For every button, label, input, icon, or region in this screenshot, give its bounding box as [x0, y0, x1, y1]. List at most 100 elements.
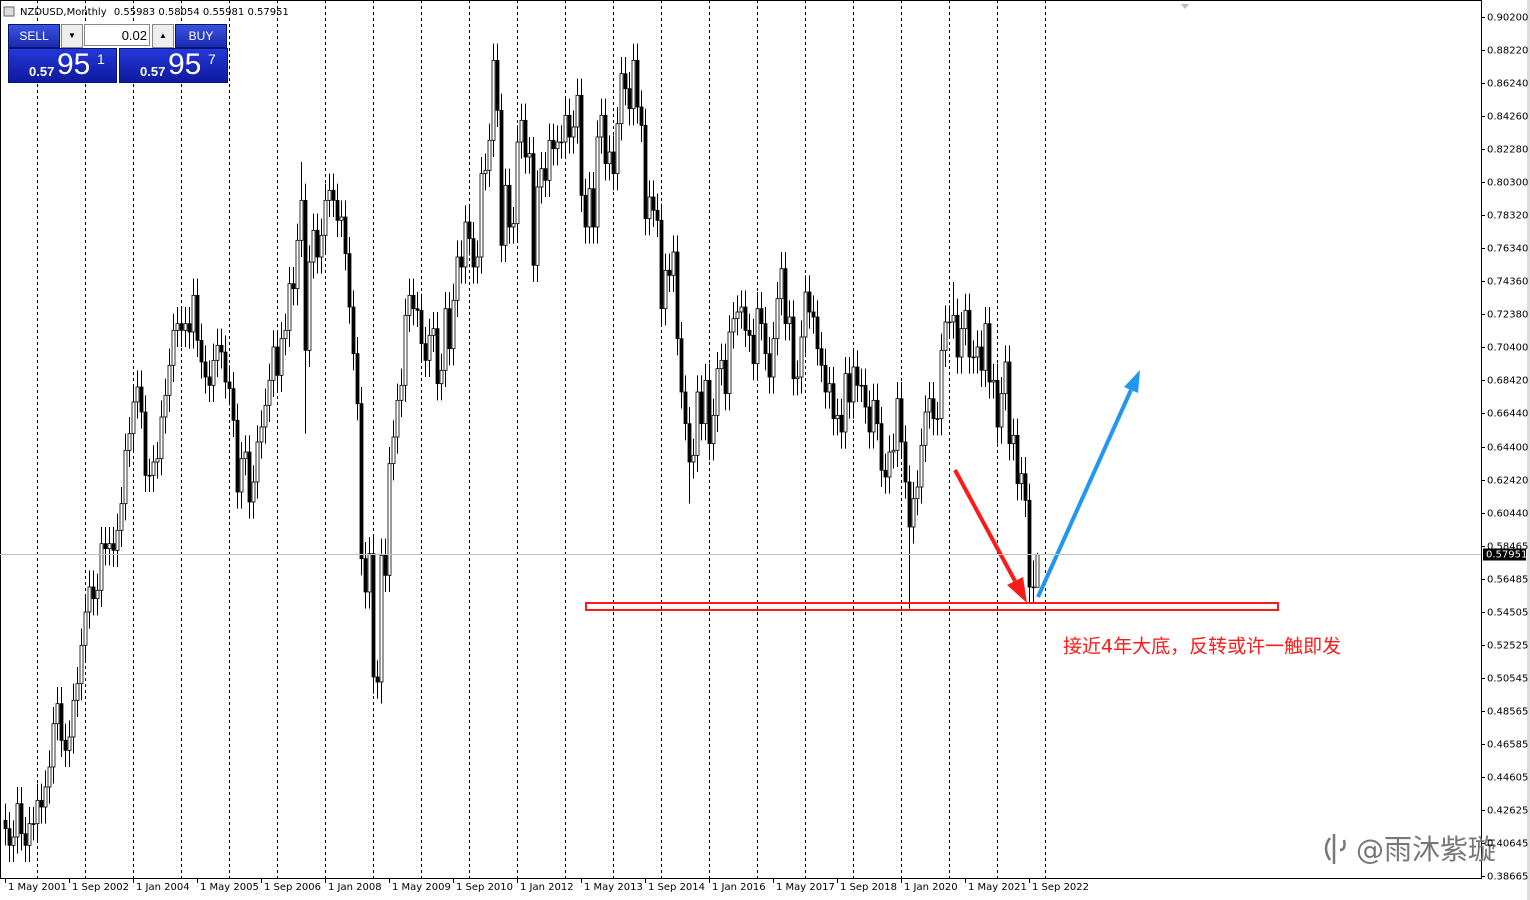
y-tick-label: 0.72380 — [1487, 310, 1528, 321]
candle-body — [919, 444, 924, 488]
candle-body — [559, 141, 564, 144]
candle-body — [427, 334, 432, 361]
candle-body — [175, 323, 180, 331]
candle-body — [143, 411, 148, 476]
candle-body — [347, 253, 352, 308]
y-tick-label: 0.84260 — [1487, 112, 1528, 123]
candle-body — [11, 836, 16, 846]
candle-body — [1031, 586, 1036, 589]
candle-body — [155, 458, 160, 463]
candle-body — [491, 59, 496, 141]
candle-body — [243, 451, 248, 460]
candle-body — [623, 73, 628, 90]
candle-body — [887, 451, 892, 478]
candle-body — [339, 216, 344, 221]
y-tick-label: 0.56485 — [1487, 575, 1528, 586]
candle-body — [91, 586, 96, 600]
candle-body — [67, 736, 72, 751]
candle-body — [943, 321, 948, 351]
lot-down[interactable]: ▼ — [61, 24, 83, 48]
down-arrow-head — [1007, 577, 1027, 603]
candle-body — [1007, 361, 1012, 445]
y-tick-label: 0.38665 — [1487, 872, 1528, 883]
candle-body — [223, 351, 228, 383]
candle-body — [131, 401, 136, 435]
candle-body — [867, 406, 872, 433]
y-tick-label: 0.78320 — [1487, 211, 1528, 222]
candle-body — [903, 441, 908, 483]
candle-body — [743, 306, 748, 331]
candle-body — [403, 314, 408, 386]
candle-body — [1035, 554, 1040, 588]
candle-body — [211, 359, 216, 386]
candle-body — [483, 169, 488, 175]
candle-body — [631, 59, 636, 110]
candle-body — [539, 168, 544, 188]
candle-body — [995, 379, 1000, 428]
candle-body — [667, 269, 672, 276]
candle-body — [435, 328, 440, 385]
buy-button[interactable]: BUY — [175, 24, 227, 48]
candle-body — [151, 461, 156, 476]
watermark: @雨沐紫璇 — [1356, 833, 1496, 866]
x-tick-label: 1 May 2017 — [776, 882, 835, 893]
candle-body — [767, 353, 772, 378]
candle-body — [387, 463, 392, 576]
ask-box[interactable]: 0.57 95 7 — [119, 48, 228, 83]
candle-body — [543, 168, 548, 181]
lot-input[interactable]: 0.02 — [84, 24, 150, 46]
candle-body — [1019, 473, 1024, 485]
candle-body — [127, 433, 132, 451]
high-value: 0.58054 — [158, 7, 199, 18]
y-tick-label: 0.42625 — [1487, 806, 1528, 817]
candle-body — [263, 404, 268, 428]
candle-body — [563, 114, 568, 143]
candle-body — [495, 59, 500, 111]
candle-body — [323, 199, 328, 236]
candle-body — [471, 238, 476, 268]
low-value: 0.55981 — [203, 7, 244, 18]
candle-body — [355, 353, 360, 405]
candle-body — [923, 411, 928, 446]
candle-body — [499, 109, 504, 246]
candle-body — [795, 376, 800, 380]
x-tick-label: 1 Jan 2004 — [136, 882, 190, 893]
candle-body — [975, 346, 980, 358]
sell-button[interactable]: SELL — [8, 24, 60, 48]
candle-body — [583, 194, 588, 228]
bid-box[interactable]: 0.57 95 1 — [8, 48, 117, 83]
candle-body — [259, 426, 264, 443]
x-tick-label: 1 Sep 2006 — [264, 882, 321, 893]
candle-body — [111, 543, 116, 551]
y-tick-label: 0.74360 — [1487, 277, 1528, 288]
candle-body — [379, 554, 384, 683]
x-tick-label: 1 Sep 2014 — [648, 882, 705, 893]
candle-body — [331, 189, 336, 201]
candle-body — [991, 379, 996, 383]
candle-body — [423, 343, 428, 361]
candle-body — [487, 139, 492, 171]
candle-body — [359, 403, 364, 560]
candle-body — [627, 88, 632, 110]
open-value: 0.55983 — [114, 7, 155, 18]
x-tick-label: 1 Jan 2016 — [712, 882, 766, 893]
candle-body — [79, 644, 84, 685]
candle-body — [987, 323, 992, 383]
candle-body — [687, 423, 692, 463]
candle-body — [319, 234, 324, 258]
candle-body — [235, 419, 240, 493]
candle-body — [935, 418, 940, 420]
candle-body — [391, 436, 396, 465]
candle-body — [475, 256, 480, 268]
candle-body — [275, 346, 280, 376]
scroll-edge — [1527, 0, 1530, 900]
candle-body — [531, 153, 536, 266]
candle-body — [615, 123, 620, 175]
y-tick-label: 0.44605 — [1487, 773, 1528, 784]
candle-body — [351, 306, 356, 355]
candle-body — [831, 383, 836, 420]
symbol-icon — [3, 6, 15, 17]
candle-body — [815, 316, 820, 350]
candle-body — [671, 251, 676, 276]
lot-up[interactable]: ▲ — [152, 24, 174, 48]
